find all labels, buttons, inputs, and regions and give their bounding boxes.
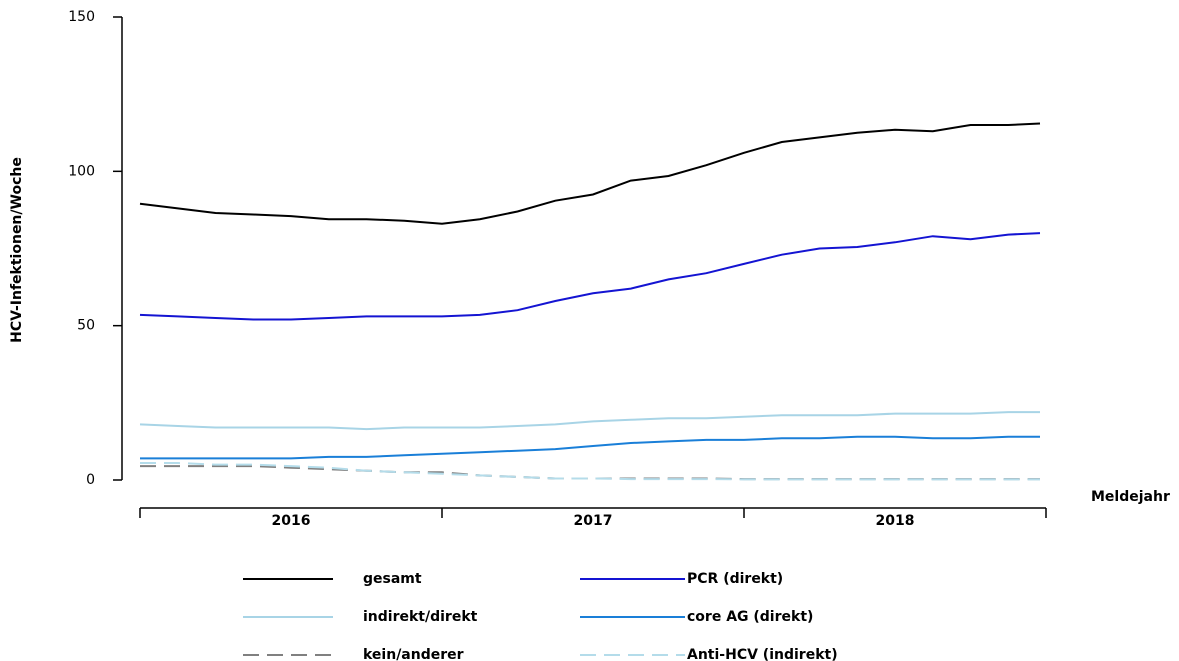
legend-label: Anti-HCV (indirekt): [687, 647, 838, 661]
legend-label: indirekt/direkt: [363, 609, 478, 625]
series-line: [140, 462, 1040, 481]
y-tick-label: 0: [86, 472, 95, 488]
x-tick-label: 2017: [574, 513, 613, 529]
series-line: [139, 122, 1041, 225]
series-line: [140, 435, 1040, 460]
y-tick-label: 100: [68, 163, 95, 179]
legend-label: kein/anderer: [363, 647, 464, 661]
legend-label: PCR (direkt): [687, 571, 783, 587]
y-tick-label: 150: [68, 9, 95, 25]
x-tick-label: 2018: [876, 513, 915, 529]
legend-label: core AG (direkt): [687, 609, 813, 625]
series-line: [139, 232, 1041, 321]
y-axis-label: HCV-Infektionen/Woche: [9, 157, 25, 343]
series-line: [139, 411, 1040, 431]
y-tick-label: 50: [77, 318, 95, 334]
x-axis-label: Meldejahr: [1091, 489, 1170, 505]
series-line: [140, 465, 1040, 481]
x-tick-label: 2016: [272, 513, 311, 529]
legend-label: gesamt: [363, 571, 422, 587]
